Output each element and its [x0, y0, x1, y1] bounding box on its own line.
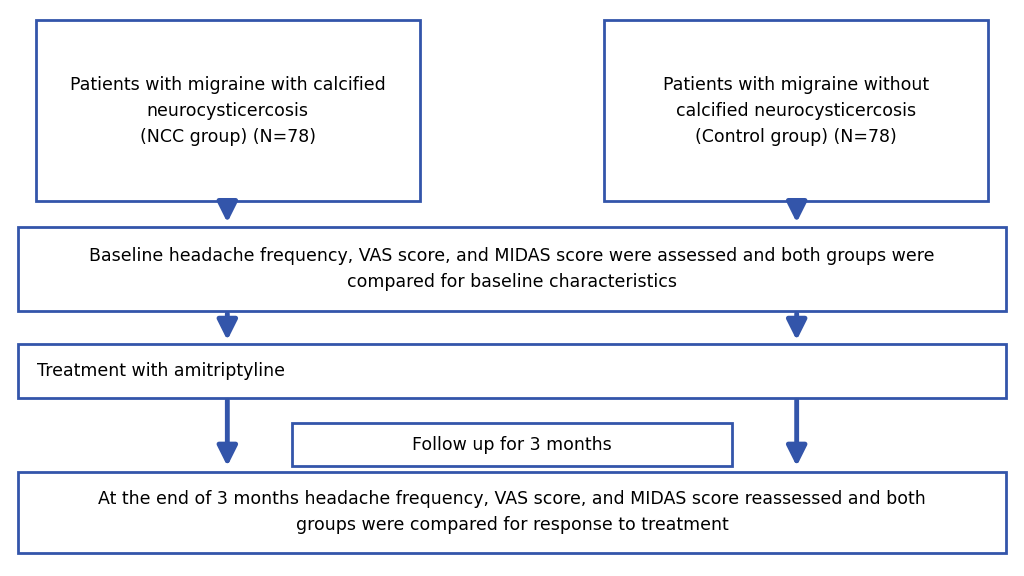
FancyBboxPatch shape: [18, 227, 1006, 311]
Text: Baseline headache frequency, VAS score, and MIDAS score were assessed and both g: Baseline headache frequency, VAS score, …: [89, 247, 935, 291]
Text: Patients with migraine without
calcified neurocysticercosis
(Control group) (N=7: Patients with migraine without calcified…: [664, 76, 929, 146]
Text: Patients with migraine with calcified
neurocysticercosis
(NCC group) (N=78): Patients with migraine with calcified ne…: [70, 76, 386, 146]
FancyBboxPatch shape: [36, 20, 420, 202]
FancyBboxPatch shape: [604, 20, 988, 202]
Text: Treatment with amitriptyline: Treatment with amitriptyline: [37, 362, 285, 380]
FancyBboxPatch shape: [18, 344, 1006, 397]
Text: At the end of 3 months headache frequency, VAS score, and MIDAS score reassessed: At the end of 3 months headache frequenc…: [98, 490, 926, 534]
FancyBboxPatch shape: [18, 472, 1006, 553]
FancyBboxPatch shape: [292, 423, 732, 467]
Text: Follow up for 3 months: Follow up for 3 months: [412, 435, 612, 454]
